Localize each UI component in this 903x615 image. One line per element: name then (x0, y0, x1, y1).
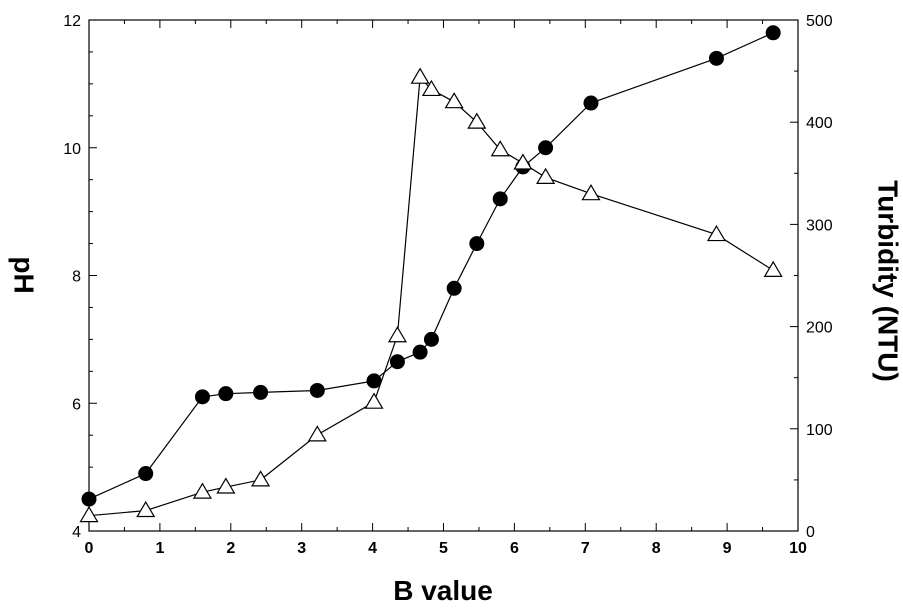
x-tick-label: 1 (155, 540, 164, 557)
data-point-triangle (307, 425, 327, 442)
y2-tick-label: 100 (806, 422, 833, 439)
data-point-circle (708, 50, 724, 66)
data-point-circle (469, 236, 485, 252)
data-point-circle (366, 373, 382, 389)
data-point-triangle (706, 224, 727, 242)
data-point-triangle (79, 505, 99, 523)
y-axis-right: 0 100 200 300 400 500 (790, 13, 833, 541)
data-point-triangle (513, 153, 533, 170)
data-point-triangle (364, 392, 384, 409)
data-point-circle (492, 191, 508, 207)
data-point-triangle (251, 470, 271, 487)
series-lines (88, 32, 774, 517)
data-point-circle (81, 491, 97, 507)
x-tick-label: 6 (510, 540, 519, 557)
y-tick-label: 4 (72, 524, 81, 541)
x-tick-label: 7 (581, 540, 590, 557)
data-point-circle (389, 354, 405, 370)
data-point-circle (765, 25, 781, 41)
data-point-circle (194, 389, 210, 405)
x-axis-title: B value (393, 575, 493, 606)
y-axis-right-title: Turbidity (NTU) (873, 180, 903, 382)
data-point-triangle (192, 482, 212, 499)
data-point-triangle (444, 92, 464, 109)
y-axis-left-title: pH (9, 256, 40, 293)
data-point-triangle (490, 140, 510, 157)
x-tick-label: 2 (226, 540, 235, 557)
data-point-circle (423, 331, 439, 347)
x-tick-label: 8 (652, 540, 661, 557)
data-point-circle (446, 280, 462, 296)
y-tick-label: 12 (63, 13, 81, 30)
data-point-circle (309, 382, 325, 398)
y-tick-label: 6 (72, 396, 81, 413)
x-tick-label: 9 (723, 540, 732, 557)
data-point-triangle (581, 184, 601, 201)
y-tick-label: 10 (63, 141, 81, 158)
y-tick-label: 8 (72, 269, 81, 286)
x-axis: 0 1 2 3 4 5 6 7 8 9 10 (85, 20, 807, 557)
x-tick-label: 3 (297, 540, 306, 557)
y2-tick-label: 500 (806, 13, 833, 30)
y-axis-left: 4 6 8 10 12 (63, 13, 97, 541)
data-point-triangle (763, 260, 783, 277)
data-point-triangle (136, 500, 156, 518)
y2-tick-label: 0 (806, 524, 815, 541)
series-line-1 (88, 32, 774, 500)
data-point-triangle (536, 167, 556, 184)
y2-tick-label: 300 (806, 217, 833, 234)
data-point-circle (412, 344, 428, 360)
x-tick-label: 5 (439, 540, 448, 557)
data-point-circle (218, 386, 234, 402)
series-markers (79, 25, 783, 523)
data-point-triangle (387, 326, 407, 343)
y2-tick-label: 200 (806, 320, 833, 337)
data-point-triangle (421, 79, 441, 97)
data-point-triangle (467, 112, 487, 129)
y2-tick-label: 400 (806, 115, 833, 132)
data-point-circle (138, 466, 154, 482)
data-point-triangle (410, 67, 430, 84)
series-line-2 (88, 75, 774, 517)
x-tick-label: 0 (85, 540, 94, 557)
data-point-circle (538, 140, 554, 156)
x-tick-label: 10 (789, 540, 807, 557)
data-point-triangle (216, 477, 236, 494)
x-tick-label: 4 (368, 540, 377, 557)
data-point-circle (583, 95, 599, 111)
data-point-circle (253, 384, 269, 400)
